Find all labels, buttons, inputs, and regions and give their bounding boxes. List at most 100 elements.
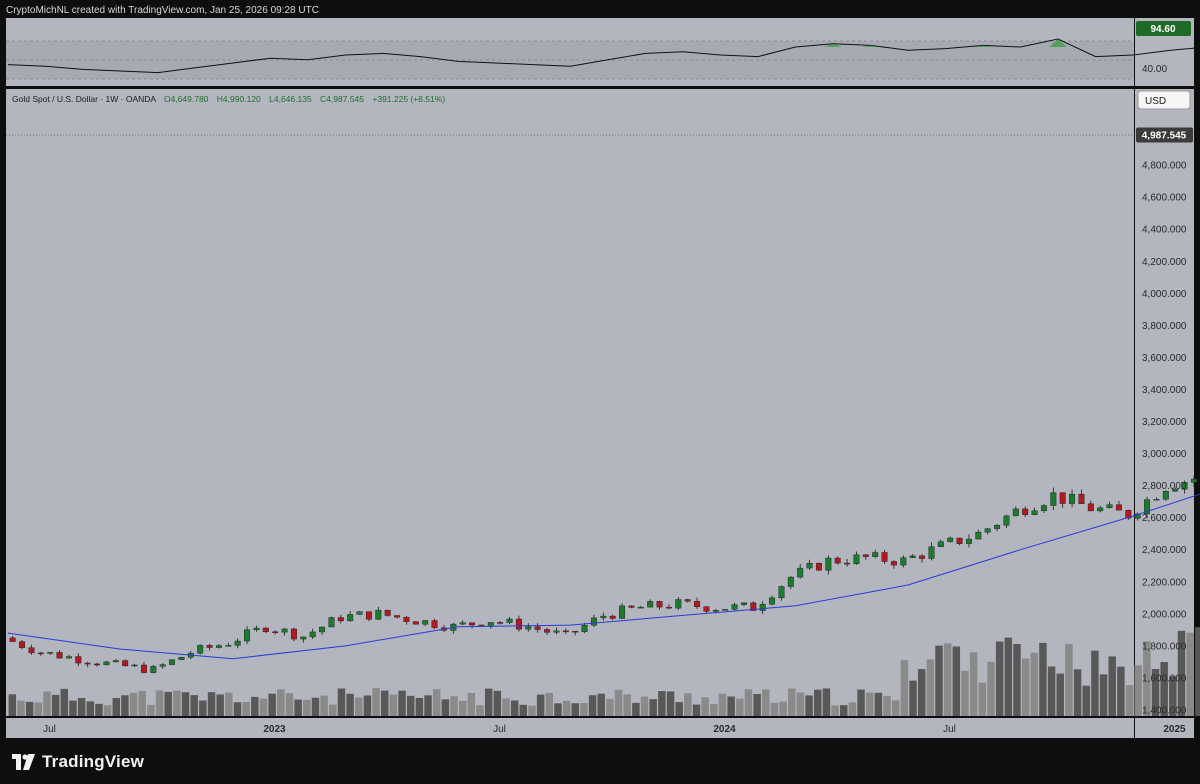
candle-body: [834, 557, 841, 564]
volume-bar: [60, 688, 69, 716]
volume-bar: [1117, 666, 1125, 716]
candle-body: [928, 546, 935, 559]
currency-button[interactable]: USD: [1137, 90, 1191, 110]
price-tick-label: 2,800.000: [1142, 481, 1187, 492]
candle-body: [394, 615, 401, 618]
candle-body: [947, 537, 954, 542]
candle-body: [159, 664, 166, 667]
volume-bar: [1013, 643, 1021, 716]
volume-bar: [181, 692, 190, 716]
candle-body: [750, 602, 757, 611]
candle-body: [1153, 498, 1160, 501]
candle-body: [881, 552, 888, 562]
volume-bar: [684, 693, 692, 716]
volume-bar: [303, 699, 311, 716]
volume-bar: [389, 694, 398, 716]
volume-bar: [865, 692, 874, 716]
volume-bar: [147, 704, 155, 716]
price-tick-label: 3,400.000: [1142, 385, 1187, 396]
candle-body: [319, 626, 326, 633]
volume-bar: [355, 697, 363, 716]
volume-bar: [614, 689, 623, 716]
candle-body: [797, 567, 804, 578]
candle-body: [769, 597, 776, 605]
volume-bar: [935, 645, 943, 716]
candle-body: [1181, 482, 1188, 490]
price-tick-label: 1,800.000: [1142, 641, 1187, 652]
price-tick-label: 3,200.000: [1142, 417, 1187, 428]
price-tick-label: 4,800.000: [1142, 161, 1187, 172]
candle-body: [619, 605, 626, 619]
volume-bar: [1056, 673, 1064, 716]
price-tick-label: 1,400.000: [1142, 706, 1187, 717]
volume-bar: [381, 690, 389, 716]
volume-bar: [727, 696, 735, 716]
volume-bar: [1125, 685, 1134, 716]
candle-body: [9, 637, 16, 642]
candle-body: [515, 618, 522, 630]
candle-body: [506, 618, 513, 623]
volume-bar: [926, 659, 935, 716]
volume-bar: [121, 695, 129, 716]
volume-bar: [874, 692, 883, 716]
candle-body: [759, 603, 766, 611]
volume-bar: [632, 702, 640, 716]
volume-bar: [814, 689, 822, 716]
candle-body: [1144, 499, 1151, 515]
price-tick-label: 3,000.000: [1142, 449, 1187, 460]
volume-bar: [251, 696, 259, 716]
tradingview-logo[interactable]: TradingView: [12, 752, 144, 772]
chart-frame[interactable]: 40.00 94.60 1,400.000 1,600.000 1,800.000 2…: [0, 18, 1200, 742]
candle-body: [197, 645, 204, 654]
chart-svg[interactable]: 40.00 94.60 1,400.000 1,600.000 1,800.000 2…: [0, 18, 1200, 742]
candle-body: [937, 541, 944, 547]
volume-bar: [207, 692, 216, 716]
price-panel[interactable]: [6, 89, 1134, 716]
price-tick-label: 4,200.000: [1142, 257, 1187, 268]
volume-bar: [363, 695, 372, 716]
volume-bar: [510, 700, 519, 716]
volume-bar: [1073, 669, 1082, 716]
price-tick-label: 2,200.000: [1142, 577, 1187, 588]
candle-body: [56, 652, 63, 659]
volume-bar: [1047, 666, 1056, 716]
volume-bar: [103, 705, 112, 716]
volume-bar: [987, 661, 995, 716]
candle-body: [1059, 492, 1066, 504]
volume-bar: [320, 695, 328, 716]
candle-body: [356, 611, 363, 615]
volume-bar: [770, 702, 779, 716]
candle-body: [1115, 504, 1122, 511]
volume-bar: [432, 689, 441, 716]
price-tick-label: 2,000.000: [1142, 609, 1187, 620]
candle-body: [553, 630, 560, 633]
volume-bar: [86, 701, 95, 716]
volume-bar: [1151, 668, 1160, 716]
candle-body: [112, 660, 119, 663]
volume-bars: [8, 627, 1200, 716]
volume-bar: [112, 698, 120, 716]
volume-bar: [190, 695, 198, 716]
volume-bar: [805, 695, 813, 716]
volume-bar: [51, 694, 60, 716]
volume-bar: [1169, 676, 1177, 716]
candle-body: [647, 601, 654, 608]
price-tick-label: 4,400.000: [1142, 225, 1187, 236]
time-tick-label: 2023: [263, 724, 286, 735]
candle-body: [581, 625, 588, 632]
volume-bar: [857, 689, 865, 716]
rsi-value-text: 94.60: [1150, 24, 1175, 35]
candle-body: [337, 617, 344, 622]
volume-bar: [978, 682, 987, 716]
candle-body: [806, 563, 813, 569]
price-tick-label: 4,000.000: [1142, 289, 1187, 300]
candle-body: [853, 554, 860, 565]
volume-bar: [34, 702, 43, 716]
candle-body: [37, 652, 44, 655]
candle-body: [1125, 509, 1132, 519]
candle-body: [169, 659, 176, 665]
volume-bar: [519, 704, 528, 716]
volume-bar: [1021, 658, 1030, 716]
footer-bar: TradingView: [0, 742, 1200, 784]
candle-body: [497, 622, 504, 624]
